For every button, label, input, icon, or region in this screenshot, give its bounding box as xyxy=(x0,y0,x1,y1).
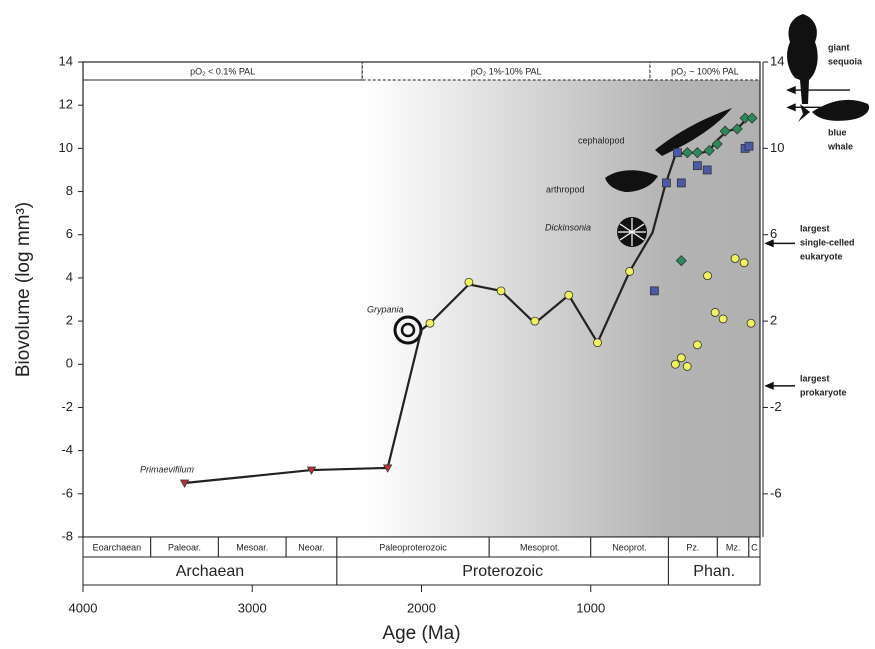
point xyxy=(740,259,748,267)
y-tick-label: 8 xyxy=(66,183,73,198)
y2-tick-label: 10 xyxy=(770,140,784,155)
point xyxy=(626,267,634,275)
eon-label: Archaean xyxy=(176,563,245,580)
point xyxy=(465,278,473,286)
y-tick-label: -2 xyxy=(61,399,73,414)
point xyxy=(594,339,602,347)
y2-tick-label: 14 xyxy=(770,53,784,68)
y-tick-label: -4 xyxy=(61,442,73,457)
size-label: prokaryote xyxy=(800,387,847,397)
point xyxy=(693,162,701,170)
era-label: C xyxy=(751,542,758,552)
y-tick-label: 0 xyxy=(66,356,73,371)
point xyxy=(426,319,434,327)
point xyxy=(671,360,679,368)
era-label: Pz. xyxy=(686,542,699,552)
y-tick-label: 4 xyxy=(66,269,73,284)
organism-label: cephalopod xyxy=(578,135,625,145)
y-axis-label: Biovolume (log mm³) xyxy=(13,202,34,377)
point xyxy=(731,254,739,262)
x-tick-label: 1000 xyxy=(576,600,605,615)
y-tick-label: 10 xyxy=(59,140,73,155)
era-label: Paleoar. xyxy=(168,542,201,552)
y-tick-label: 14 xyxy=(59,53,73,68)
y-tick-label: 12 xyxy=(59,97,73,112)
point xyxy=(745,142,753,150)
organism-label: Primaevifilum xyxy=(140,464,195,474)
eon-label: Proterozoic xyxy=(462,563,543,580)
oxygen-band-label: pO₂ < 0.1% PAL xyxy=(190,66,255,76)
eon-label: Phan. xyxy=(693,563,735,580)
size-arrow xyxy=(788,87,850,93)
size-label: sequoia xyxy=(828,56,863,66)
point xyxy=(719,315,727,323)
oxygen-band-label: pO₂ 1%-10% PAL xyxy=(471,66,542,76)
x-tick-label: 2000 xyxy=(407,600,436,615)
point xyxy=(673,149,681,157)
size-label: largest xyxy=(800,373,830,383)
x-tick-label: 3000 xyxy=(238,600,267,615)
point xyxy=(677,354,685,362)
y2-tick-label: -2 xyxy=(770,399,782,414)
point xyxy=(531,317,539,325)
era-label: Neoar. xyxy=(298,542,325,552)
era-label: Eoarchaean xyxy=(93,542,142,552)
point xyxy=(711,308,719,316)
point xyxy=(704,272,712,280)
size-label: eukaryote xyxy=(800,251,843,261)
point xyxy=(662,179,670,187)
point xyxy=(677,179,685,187)
point xyxy=(693,341,701,349)
era-label: Mesoar. xyxy=(236,542,268,552)
y2-tick-label: 2 xyxy=(770,313,777,328)
organism-label: Grypania xyxy=(367,304,404,314)
y-tick-label: 2 xyxy=(66,313,73,328)
era-label: Paleoproterozoic xyxy=(379,542,447,552)
oxygen-band-label: pO₂ ~ 100% PAL xyxy=(671,66,739,76)
era-label: Mesoprot. xyxy=(520,542,560,552)
organism-label: Dickinsonia xyxy=(545,222,591,232)
chart: pO₂ < 0.1% PAL pO₂ 1%-10% PAL pO₂ ~ 100% P… xyxy=(0,0,875,649)
point xyxy=(497,287,505,295)
point xyxy=(683,362,691,370)
point xyxy=(703,166,711,174)
point xyxy=(747,319,755,327)
whale xyxy=(798,100,869,122)
x-axis-label: Age (Ma) xyxy=(382,623,460,644)
size-label: largest xyxy=(800,223,830,233)
size-label: giant xyxy=(828,42,850,52)
era-label: Neoprot. xyxy=(612,542,647,552)
size-label: single-celled xyxy=(800,237,855,247)
y-tick-label: 6 xyxy=(66,226,73,241)
x-tick-label: 4000 xyxy=(69,600,98,615)
size-arrow xyxy=(766,240,795,246)
y2-tick-label: -6 xyxy=(770,485,782,500)
y2-tick-label: 6 xyxy=(770,226,777,241)
point xyxy=(650,287,658,295)
size-label: blue xyxy=(828,127,847,137)
era-label: Mz. xyxy=(726,542,741,552)
point xyxy=(565,291,573,299)
y-tick-label: -8 xyxy=(61,528,73,543)
organism-label: arthropod xyxy=(546,184,585,194)
size-label: whale xyxy=(827,141,853,151)
size-arrow xyxy=(766,383,795,389)
y-tick-label: -6 xyxy=(61,485,73,500)
